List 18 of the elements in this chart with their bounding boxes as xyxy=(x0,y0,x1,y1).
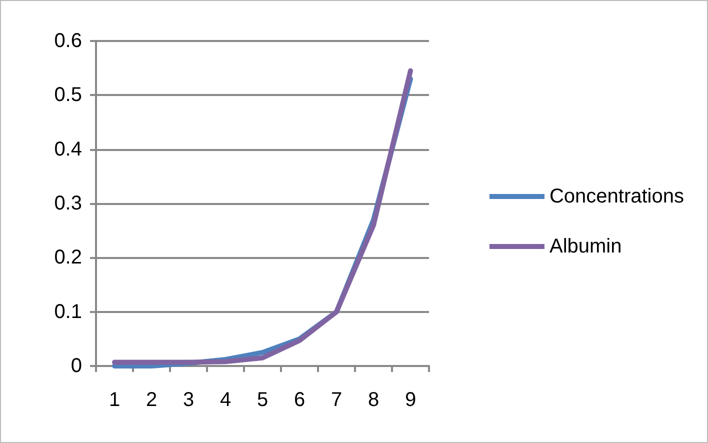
y-tick-label: 0.3 xyxy=(54,192,82,214)
x-tick-label: 2 xyxy=(146,389,158,411)
x-tick-label: 3 xyxy=(182,389,194,411)
x-tick-label: 7 xyxy=(330,389,342,411)
legend-label: Albumin xyxy=(549,236,622,258)
y-tick-label: 0.4 xyxy=(54,138,82,160)
y-tick-label: 0.2 xyxy=(54,246,82,269)
x-tick-label: 1 xyxy=(108,389,120,411)
x-tick-label: 8 xyxy=(368,389,380,411)
x-tick-label: 6 xyxy=(294,389,306,411)
y-tick-label: 0.1 xyxy=(54,300,82,323)
y-tick-label: 0 xyxy=(70,355,82,377)
x-tick-label: 5 xyxy=(256,389,268,411)
y-tick-label: 0.6 xyxy=(54,30,82,52)
legend-label: Concentrations xyxy=(549,186,684,208)
x-tick-label: 4 xyxy=(220,389,232,411)
y-tick-label: 0.5 xyxy=(54,84,82,106)
x-tick-label: 9 xyxy=(404,389,416,411)
